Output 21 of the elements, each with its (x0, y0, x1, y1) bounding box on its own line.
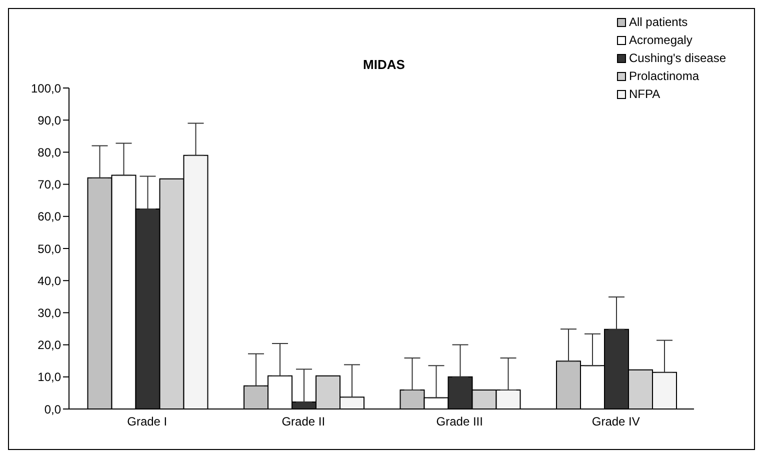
y-tick-label: 80,0 (38, 145, 62, 160)
legend-label: Acromegaly (628, 32, 692, 49)
legend-label: Prolactinoma (628, 68, 700, 85)
y-tick-label: 100,0 (30, 81, 62, 96)
y-tick-label: 40,0 (38, 274, 62, 288)
y-tick-label: 70,0 (38, 178, 62, 192)
chart-title: MIDAS (363, 57, 405, 72)
y-tick-label: 0,0 (44, 402, 62, 416)
y-tick-label: 30,0 (38, 306, 62, 320)
y-tick-label: 60,0 (38, 210, 62, 224)
legend-label: NFPA (628, 86, 660, 103)
x-tick-label: Grade I (127, 414, 168, 429)
y-tick-label: 10,0 (38, 370, 62, 384)
legend-label: Cushing's disease (628, 50, 726, 67)
x-tick-label: Grade II (282, 414, 326, 429)
y-tick-label: 20,0 (38, 338, 62, 352)
y-tick-label: 50,0 (38, 242, 62, 256)
x-tick-label: Grade IV (592, 414, 640, 429)
legend-label: All patients (628, 14, 688, 31)
x-tick-label: Grade III (436, 414, 483, 429)
y-tick-label: 90,0 (38, 113, 62, 128)
